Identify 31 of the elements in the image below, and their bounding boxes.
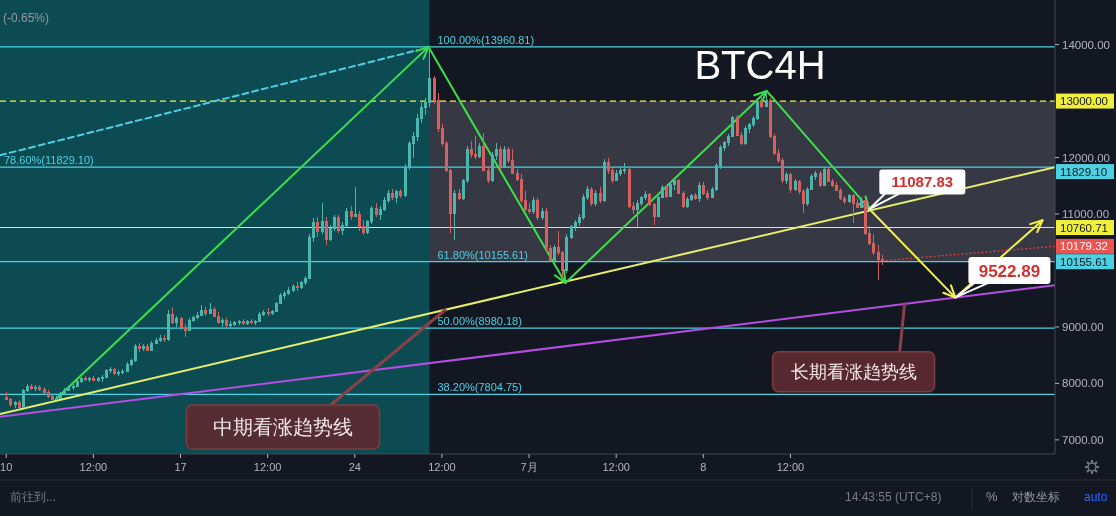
y-tick-label: 10760.71	[1060, 221, 1108, 234]
x-tick-label: 8	[700, 461, 707, 473]
x-tick-label: 10	[0, 461, 13, 473]
x-tick-label: 12:00	[776, 461, 805, 473]
text: 14:43:55 (UTC+8)	[845, 490, 942, 504]
y-tick-label: 10155.61	[1060, 255, 1108, 268]
y-tick-label: 13000.00	[1060, 95, 1108, 108]
annotation: 中期看涨趋势线	[213, 416, 354, 439]
text: auto	[1084, 490, 1108, 504]
y-tick-label: 8000.00	[1062, 377, 1104, 390]
x-tick-label: 24	[348, 461, 361, 473]
x-tick-label: 12:00	[428, 461, 456, 473]
x-tick-label: 12:00	[253, 461, 282, 473]
x-tick-label: 12:00	[602, 461, 630, 473]
x-tick-label: 7月	[520, 461, 538, 473]
y-tick-label: 7000.00	[1062, 433, 1104, 446]
text: %	[986, 489, 998, 504]
text: 对数坐标	[1012, 490, 1060, 504]
y-tick-label: 9000.00	[1062, 320, 1104, 333]
annotation: 10179.32	[1060, 240, 1108, 253]
text: 前往到...	[10, 490, 57, 504]
ref-line-label: 100.00%(13960.81)	[437, 33, 535, 46]
x-tick-label: 17	[174, 461, 187, 473]
annotation: (-0.65%)	[3, 11, 50, 25]
y-tick-label: 11000.00	[1062, 208, 1110, 221]
y-tick-label: 11829.10	[1060, 165, 1108, 178]
annotation: 11087.83	[891, 173, 954, 191]
annotation: 9522.89	[978, 261, 1041, 281]
x-tick-label: 12:00	[79, 461, 108, 473]
y-tick-label: 14000.00	[1062, 38, 1110, 51]
y-tick-label: 12000.00	[1062, 151, 1110, 164]
